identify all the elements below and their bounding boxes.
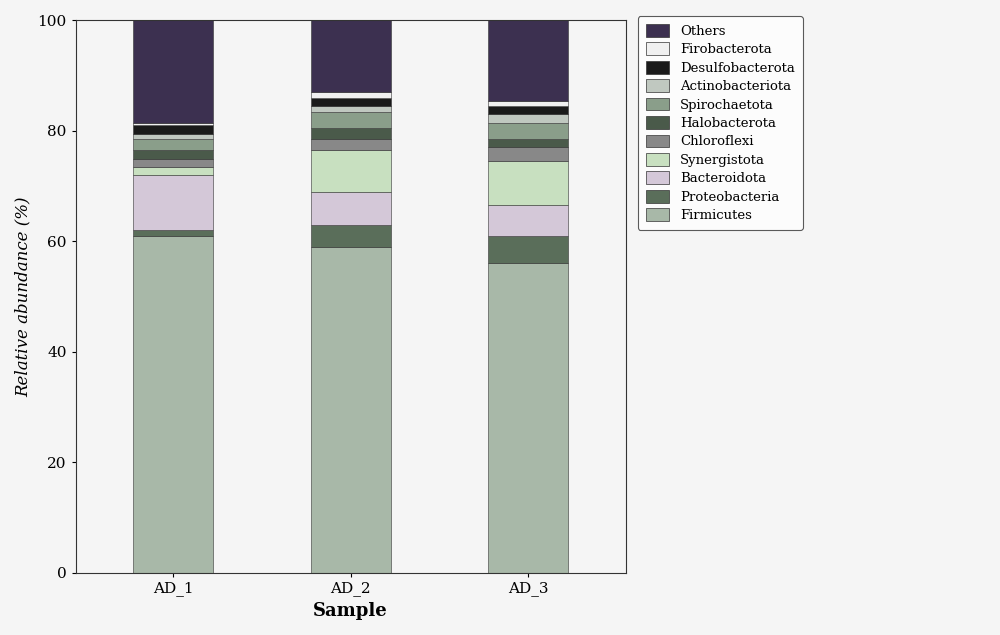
Bar: [488, 161, 568, 206]
Bar: [133, 134, 213, 139]
Legend: Others, Firobacterota, Desulfobacterota, Actinobacteriota, Spirochaetota, Haloba: Others, Firobacterota, Desulfobacterota,…: [638, 16, 803, 230]
Bar: [133, 125, 213, 134]
Bar: [488, 206, 568, 236]
Bar: [133, 231, 213, 236]
Bar: [311, 247, 391, 573]
Bar: [311, 225, 391, 247]
X-axis label: Sample: Sample: [313, 602, 388, 620]
Bar: [133, 139, 213, 150]
Bar: [133, 150, 213, 159]
Bar: [488, 264, 568, 573]
Bar: [311, 20, 391, 92]
Bar: [311, 92, 391, 98]
Bar: [133, 175, 213, 231]
Bar: [311, 112, 391, 128]
Y-axis label: Relative abundance (%): Relative abundance (%): [15, 196, 32, 397]
Bar: [311, 98, 391, 106]
Bar: [488, 147, 568, 161]
Bar: [133, 123, 213, 125]
Bar: [311, 150, 391, 192]
Bar: [311, 128, 391, 139]
Bar: [488, 139, 568, 147]
Bar: [133, 159, 213, 167]
Bar: [488, 20, 568, 100]
Bar: [488, 100, 568, 106]
Bar: [311, 106, 391, 112]
Bar: [488, 236, 568, 264]
Bar: [133, 15, 213, 123]
Bar: [133, 236, 213, 573]
Bar: [311, 192, 391, 225]
Bar: [488, 123, 568, 139]
Bar: [311, 139, 391, 150]
Bar: [133, 167, 213, 175]
Bar: [488, 106, 568, 114]
Bar: [488, 114, 568, 123]
